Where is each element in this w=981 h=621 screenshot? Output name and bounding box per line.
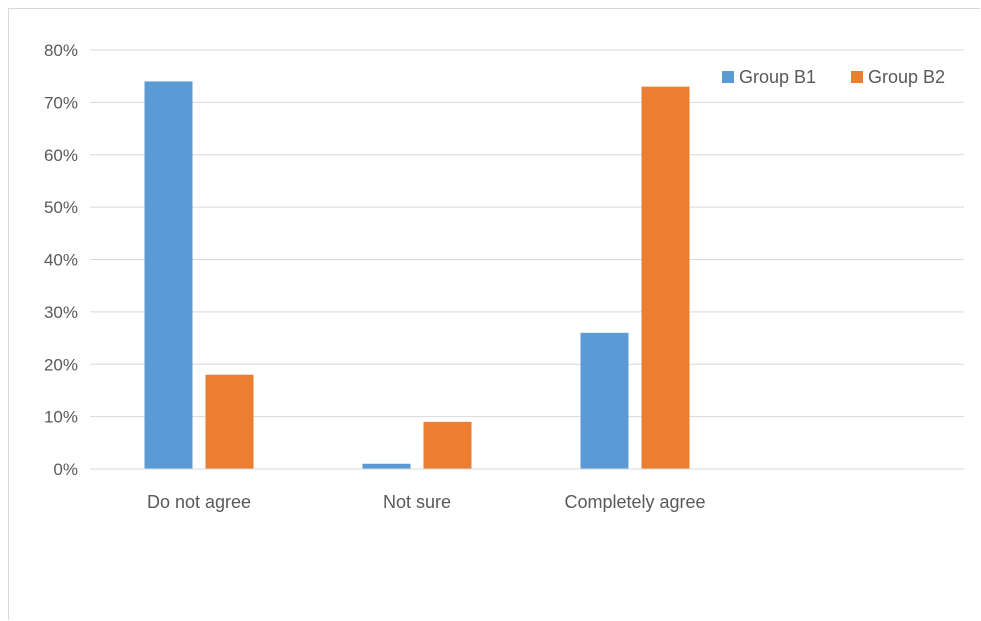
y-tick-label: 80% xyxy=(44,41,78,60)
legend: Group B1 Group B2 xyxy=(722,67,945,87)
bars xyxy=(144,81,690,470)
legend-label-group-b2: Group B2 xyxy=(868,67,945,87)
y-tick-label: 70% xyxy=(44,93,78,112)
y-tick-label: 40% xyxy=(44,251,78,270)
y-tick-label: 50% xyxy=(44,198,78,217)
x-category-label: Do not agree xyxy=(147,492,251,512)
legend-swatch-group-b2 xyxy=(851,71,863,83)
chart-frame xyxy=(8,8,980,620)
y-tick-label: 20% xyxy=(44,355,78,374)
bar-group-b2 xyxy=(423,421,472,469)
x-category-label: Completely agree xyxy=(564,492,705,512)
bar-group-b2 xyxy=(641,86,690,469)
y-tick-label: 10% xyxy=(44,408,78,427)
bar-group-b1 xyxy=(580,332,629,469)
legend-label-group-b1: Group B1 xyxy=(739,67,816,87)
bar-group-b1 xyxy=(362,463,411,469)
y-tick-label: 30% xyxy=(44,303,78,322)
bar-group-b2 xyxy=(205,374,254,469)
bar-group-b1 xyxy=(144,81,193,470)
x-category-label: Not sure xyxy=(383,492,451,512)
y-axis: 0% 10% 20% 30% 40% 50% 60% 70% 80% xyxy=(44,41,78,479)
y-tick-label: 0% xyxy=(53,460,78,479)
x-axis: Do not agree Not sure Completely agree xyxy=(90,468,964,512)
y-tick-label: 60% xyxy=(44,146,78,165)
legend-swatch-group-b1 xyxy=(722,71,734,83)
